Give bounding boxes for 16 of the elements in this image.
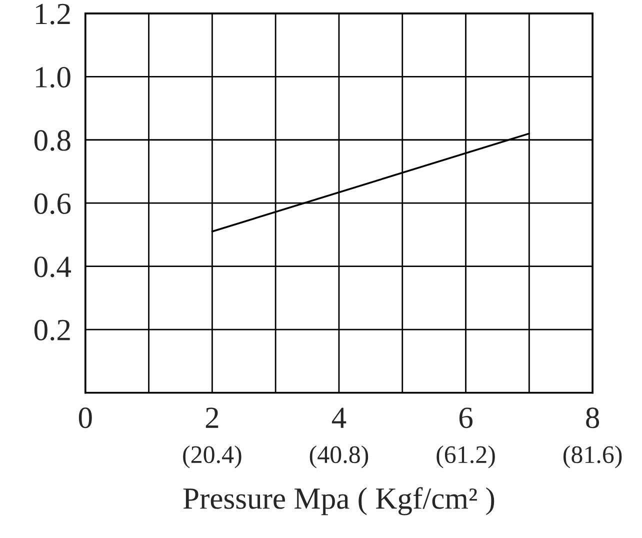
- y-tick-label: 0.4: [34, 256, 72, 278]
- x-tick-label: 8: [586, 408, 600, 428]
- y-tick-label: 0.2: [34, 320, 70, 341]
- x-tick-label: 0: [78, 408, 92, 428]
- x2-tick-label: (81.6): [563, 446, 622, 468]
- y-tick-label: 1.0: [36, 66, 70, 88]
- x-tick-label: 4: [332, 408, 346, 428]
- x-tick-label: 6: [459, 408, 472, 428]
- x2-tick-label: (40.8): [310, 446, 368, 468]
- x2-tick-label: (20.4): [183, 446, 242, 468]
- x-axis-title: Pressure Mpa ( Kgf/cm² ): [183, 487, 494, 516]
- x-tick-label: 2: [206, 408, 218, 428]
- y-tick-label: 0.8: [34, 130, 70, 151]
- x2-tick-label: (61.2): [436, 446, 495, 468]
- y-tick-label: 0.6: [34, 193, 71, 214]
- y-tick-label: 1.2: [36, 4, 70, 24]
